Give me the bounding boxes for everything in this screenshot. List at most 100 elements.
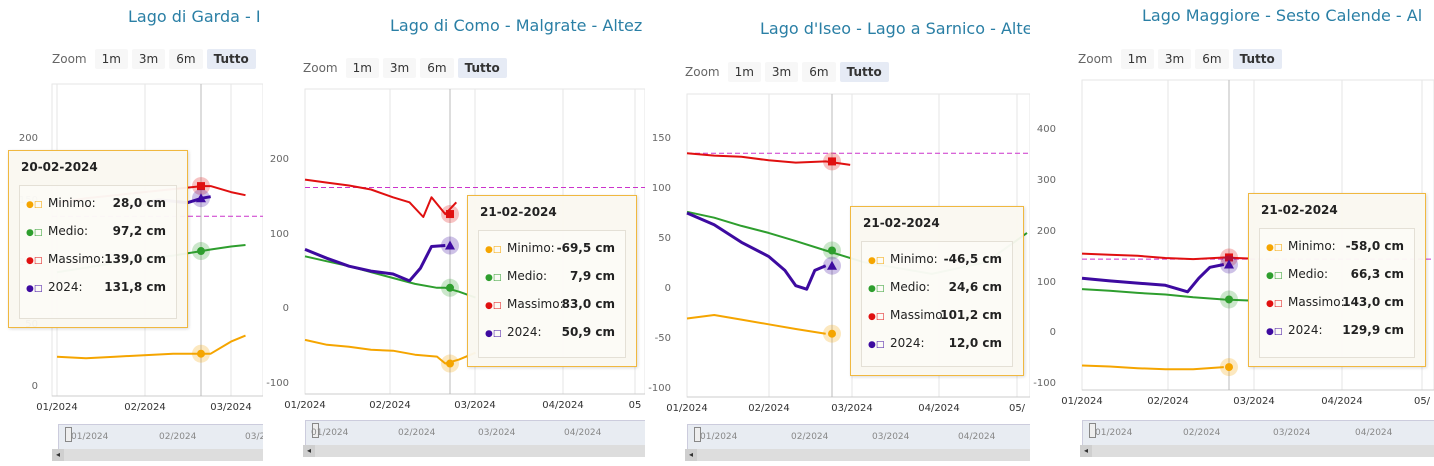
scrollbar[interactable]: ◂ xyxy=(685,449,1030,461)
tooltip-series-name: Medio: xyxy=(48,224,89,238)
navigator[interactable]: 01/2024 02/2024 03/2024 04/2024 xyxy=(687,424,1030,452)
scrollbar[interactable]: ◂ xyxy=(52,449,263,461)
navigator-handle[interactable] xyxy=(1089,423,1096,438)
legend-dot-icon: ●□ xyxy=(26,284,43,294)
x-tick-label: 01/2024 xyxy=(666,403,708,414)
navigator-label: 02/2024 xyxy=(791,432,829,442)
navigator-label: 01/2024 xyxy=(1095,428,1133,438)
tooltip: 21-02-2024 ●□ Minimo: -69,5 cm ●□ Medio: 7,9 c… xyxy=(467,195,637,367)
series-line-min xyxy=(686,314,826,335)
hover-marker-med xyxy=(197,247,205,256)
legend-dot-icon: ●□ xyxy=(485,273,502,283)
tooltip-row-cur: ●□ 2024: 131,8 cm xyxy=(26,278,170,298)
zoom-1m-button[interactable]: 1m xyxy=(727,62,761,82)
x-tick-label: 01/2024 xyxy=(284,400,326,411)
navigator[interactable]: 01/2024 02/2024 03/2024 xyxy=(58,424,263,452)
series-line-max xyxy=(686,152,851,166)
legend-dot-icon: ●□ xyxy=(868,256,885,266)
tooltip-series-value: 28,0 cm xyxy=(112,196,166,210)
tooltip-series-value: -46,5 cm xyxy=(943,252,1002,266)
zoom-bar: Zoom 1m 3m 6m Tutto xyxy=(685,62,893,82)
tooltip-series-name: Massimo: xyxy=(1288,295,1345,309)
zoom-all-button[interactable]: Tutto xyxy=(206,49,256,69)
tooltip-series-name: 2024: xyxy=(1288,323,1323,337)
zoom-all-button[interactable]: Tutto xyxy=(457,58,507,78)
y-tick-label: 0 xyxy=(1050,327,1056,338)
zoom-3m-button[interactable]: 3m xyxy=(382,58,417,78)
scroll-left-arrow-icon[interactable]: ◂ xyxy=(303,445,315,457)
y-tick-label: 300 xyxy=(1037,175,1056,186)
y-tick-label: -100 xyxy=(1033,378,1056,389)
tooltip-series-name: 2024: xyxy=(890,336,925,350)
tooltip-series-value: 143,0 cm xyxy=(1342,295,1404,309)
zoom-6m-button[interactable]: 6m xyxy=(420,58,454,78)
tooltip-series-value: 83,0 cm xyxy=(561,297,615,311)
navigator-label: 01/2024 xyxy=(700,432,738,442)
zoom-6m-button[interactable]: 6m xyxy=(1195,49,1229,69)
scrollbar[interactable]: ◂ xyxy=(1080,445,1434,457)
tooltip-series-value: 12,0 cm xyxy=(948,336,1002,350)
hover-marker-max xyxy=(197,182,205,191)
y-tick-label: 200 xyxy=(19,133,38,144)
x-tick-label: 05/ xyxy=(1414,396,1431,407)
scroll-left-arrow-icon[interactable]: ◂ xyxy=(52,449,64,461)
hover-marker-med xyxy=(1225,295,1233,304)
navigator-label: 02/2024 xyxy=(398,428,436,438)
tooltip-row-max: ●□ Massimo: 139,0 cm xyxy=(26,250,170,270)
zoom-3m-button[interactable]: 3m xyxy=(1157,49,1192,69)
zoom-all-button[interactable]: Tutto xyxy=(839,62,889,82)
tooltip-series-value: 7,9 cm xyxy=(569,269,615,283)
tooltip-series-name: Medio: xyxy=(890,280,931,294)
hover-marker-cur xyxy=(445,240,455,250)
tooltip-series-name: 2024: xyxy=(507,325,542,339)
tooltip-row-min: ●□ Minimo: 28,0 cm xyxy=(26,194,170,214)
tooltip-body: ●□ Minimo: -69,5 cm ●□ Medio: 7,9 cm ●□ Massimo… xyxy=(478,230,626,358)
x-tick-label: 04/2024 xyxy=(1321,396,1363,407)
legend-dot-icon: ●□ xyxy=(1266,271,1283,281)
zoom-3m-button[interactable]: 3m xyxy=(131,49,166,69)
zoom-all-button[interactable]: Tutto xyxy=(1232,49,1282,69)
x-tick-label: 05 xyxy=(629,400,642,411)
hover-marker-cur xyxy=(196,193,206,203)
zoom-1m-button[interactable]: 1m xyxy=(1120,49,1154,69)
zoom-3m-button[interactable]: 3m xyxy=(764,62,799,82)
legend-dot-icon: ●□ xyxy=(868,312,885,322)
y-tick-label: 100 xyxy=(1037,277,1056,288)
hover-marker-max xyxy=(828,157,836,166)
navigator-handle[interactable] xyxy=(65,427,72,442)
zoom-bar: Zoom 1m 3m 6m Tutto xyxy=(303,58,511,78)
zoom-6m-button[interactable]: 6m xyxy=(169,49,203,69)
legend-dot-icon: ●□ xyxy=(26,228,43,238)
scroll-left-arrow-icon[interactable]: ◂ xyxy=(1080,445,1092,457)
tooltip-series-name: Minimo: xyxy=(507,241,555,255)
series-line-max xyxy=(1081,252,1249,261)
series-line-min xyxy=(56,334,246,360)
y-tick-label: 100 xyxy=(652,183,671,194)
hover-marker-med xyxy=(828,246,836,255)
y-tick-label: 200 xyxy=(270,154,289,165)
scroll-left-arrow-icon[interactable]: ◂ xyxy=(685,449,697,461)
zoom-1m-button[interactable]: 1m xyxy=(94,49,128,69)
x-tick-label: 03/2024 xyxy=(1233,396,1275,407)
x-tick-label: 03/2024 xyxy=(210,402,252,413)
tooltip-row-cur: ●□ 2024: 12,0 cm xyxy=(868,334,1006,354)
tooltip-row-med: ●□ Medio: 97,2 cm xyxy=(26,222,170,242)
navigator[interactable]: 01/2024 02/2024 03/2024 04/2024 xyxy=(1082,420,1434,448)
navigator[interactable]: 01/2024 02/2024 03/2024 04/2024 xyxy=(305,420,645,448)
navigator-label: 03/2024 xyxy=(1273,428,1311,438)
tooltip-series-value: 24,6 cm xyxy=(948,280,1002,294)
zoom-6m-button[interactable]: 6m xyxy=(802,62,836,82)
scrollbar[interactable]: ◂ xyxy=(303,445,645,457)
tooltip-row-cur: ●□ 2024: 129,9 cm xyxy=(1266,321,1408,341)
legend-dot-icon: ●□ xyxy=(1266,327,1283,337)
x-tick-label: 01/2024 xyxy=(1061,396,1103,407)
navigator-handle[interactable] xyxy=(312,423,319,438)
tooltip-row-med: ●□ Medio: 24,6 cm xyxy=(868,278,1006,298)
hover-marker-min xyxy=(828,329,836,338)
x-tick-label: 02/2024 xyxy=(369,400,411,411)
chart-panel-como: Lago di Como - Malgrate - Altez Zoom 1m … xyxy=(263,0,645,466)
navigator-handle[interactable] xyxy=(694,427,701,442)
chart-title: Lago Maggiore - Sesto Calende - Al xyxy=(1142,6,1423,25)
zoom-1m-button[interactable]: 1m xyxy=(345,58,379,78)
legend-dot-icon: ●□ xyxy=(485,245,502,255)
